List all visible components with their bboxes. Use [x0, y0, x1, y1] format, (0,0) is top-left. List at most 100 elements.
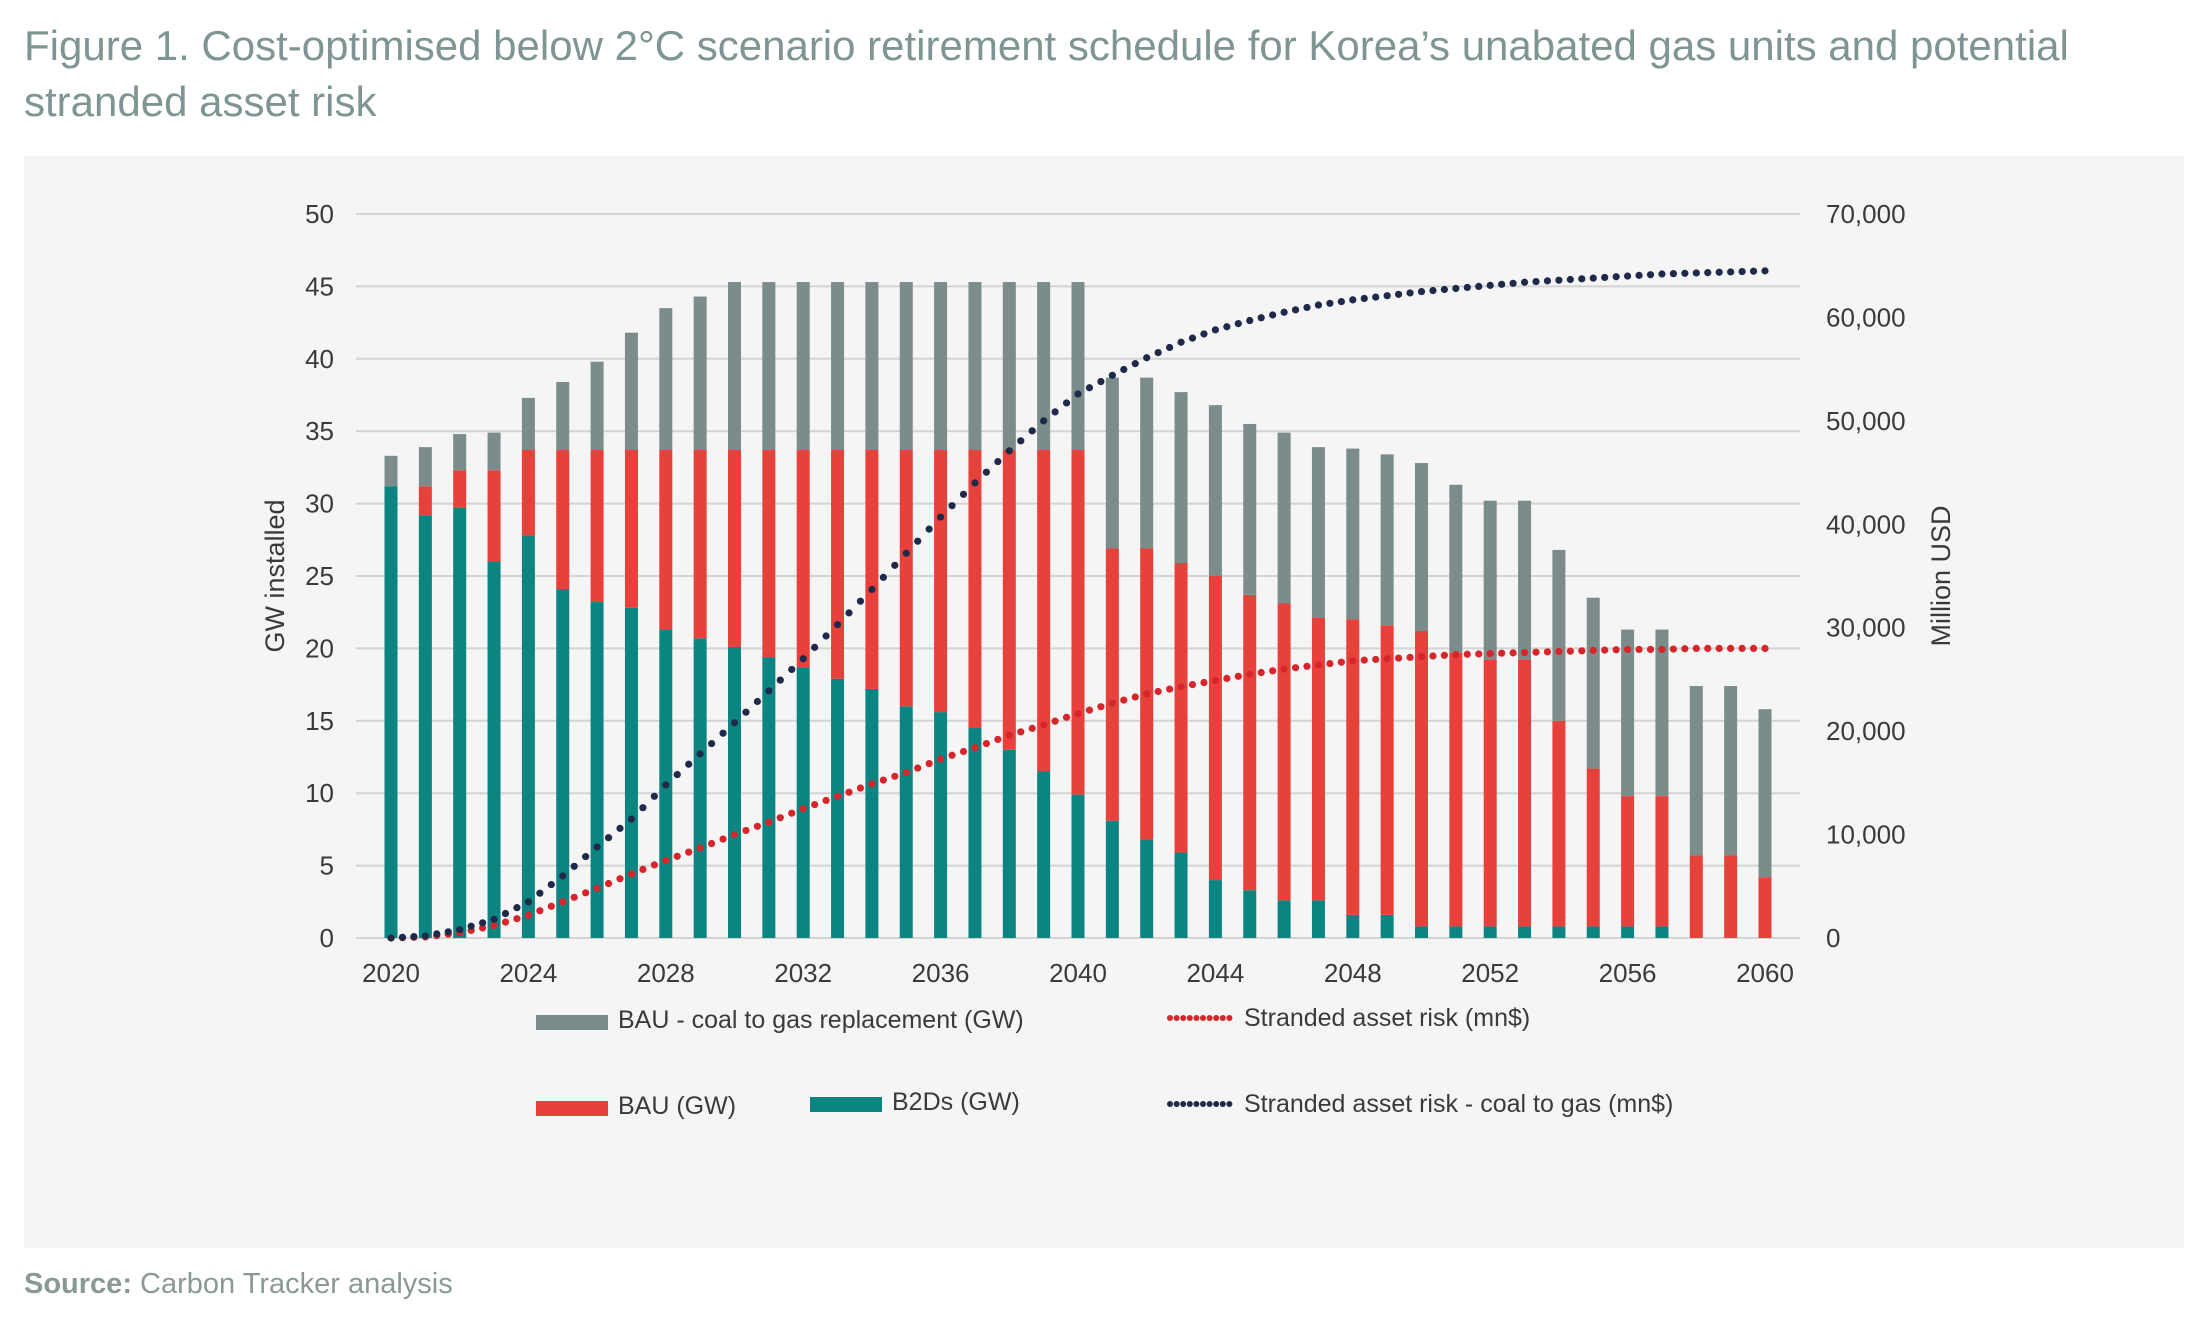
bar-b2ds-gw [934, 712, 948, 938]
line-point-stranded-asset-risk-mn [1486, 649, 1494, 658]
bar-bau-gw [1621, 796, 1635, 927]
bar-b2ds-gw [418, 515, 432, 938]
line-point-stranded-asset-risk-coal-to-gas-mn [1669, 270, 1677, 278]
line-point-stranded-asset-risk-mn [1005, 731, 1013, 739]
line-point-stranded-asset-risk-coal-to-gas-mn [719, 729, 727, 737]
line-point-stranded-asset-risk-coal-to-gas-mn [833, 621, 842, 629]
legend-swatch-b2ds-gw [810, 1097, 882, 1112]
bar-b2ds-gw [1552, 926, 1566, 938]
x-tick-label: 2040 [1049, 958, 1107, 988]
line-point-stranded-asset-risk-coal-to-gas-mn [845, 609, 853, 617]
bar-bau-gw [1243, 594, 1257, 891]
line-point-stranded-asset-risk-coal-to-gas-mn [490, 915, 498, 923]
line-point-stranded-asset-risk-coal-to-gas-mn [1200, 330, 1208, 338]
legend-swatch-stranded-asset-risk-mn [1167, 1015, 1173, 1021]
line-point-stranded-asset-risk-mn [1395, 654, 1403, 662]
line-point-stranded-asset-risk-coal-to-gas-mn [1269, 311, 1277, 319]
line-point-stranded-asset-risk-coal-to-gas-mn [1635, 271, 1643, 279]
line-point-stranded-asset-risk-coal-to-gas-mn [547, 880, 555, 889]
line-point-stranded-asset-risk-mn [959, 747, 968, 756]
line-point-stranded-asset-risk-mn [570, 893, 578, 901]
line-point-stranded-asset-risk-mn [1257, 668, 1265, 677]
chart-panel: 0 5 10 15 20 25 30 35 40 45 50 0 10,000 20,000 30,000 4… [24, 156, 2184, 1248]
bar-bau-gw [1105, 548, 1119, 821]
y2-tick-label: 0 [1826, 923, 1840, 953]
line-point-stranded-asset-risk-mn [1234, 672, 1242, 680]
line-point-stranded-asset-risk-coal-to-gas-mn [971, 479, 979, 487]
y-tick-label: 40 [305, 344, 334, 374]
line-point-stranded-asset-risk-coal-to-gas-mn [765, 687, 773, 695]
figure-label: Figure 1. [24, 22, 190, 69]
line-point-stranded-asset-risk-mn [1498, 649, 1506, 657]
line-point-stranded-asset-risk-coal-to-gas-mn [1395, 290, 1403, 298]
bar-bau-gw [659, 450, 673, 630]
bar-b2ds-gw [1449, 926, 1463, 938]
line-point-stranded-asset-risk-coal-to-gas-mn [1555, 276, 1563, 284]
line-point-stranded-asset-risk-coal-to-gas-mn [1326, 299, 1334, 307]
bar-b2ds-gw [1346, 914, 1360, 938]
y2-tick-label: 20,000 [1826, 716, 1906, 746]
line-point-stranded-asset-risk-coal-to-gas-mn [616, 824, 624, 832]
line-point-stranded-asset-risk-mn [1543, 648, 1552, 656]
line-point-stranded-asset-risk-mn [1062, 713, 1071, 721]
source-text: Carbon Tracker analysis [140, 1268, 453, 1300]
legend-label-b2ds-gw: B2Ds (GW) [892, 1088, 1020, 1116]
line-point-stranded-asset-risk-mn [925, 759, 933, 768]
line-point-stranded-asset-risk-mn [1349, 657, 1357, 665]
bar-bau-gw [1552, 720, 1566, 927]
bar-bau-coal-to-gas-replacement-gw [1758, 709, 1772, 878]
bar-bau-gw [693, 450, 707, 639]
y-tick-label: 10 [305, 778, 334, 808]
bar-b2ds-gw [1105, 820, 1119, 938]
line-point-stranded-asset-risk-mn [811, 800, 819, 809]
line-point-stranded-asset-risk-coal-to-gas-mn [708, 739, 716, 748]
bar-bau-gw [1174, 562, 1188, 853]
line-point-stranded-asset-risk-coal-to-gas-mn [1601, 273, 1609, 282]
bar-b2ds-gw [1586, 926, 1600, 938]
line-point-stranded-asset-risk-mn [673, 852, 681, 860]
legend-swatch-stranded-asset-risk-coal-to-gas-mn [1173, 1101, 1180, 1107]
bar-b2ds-gw [899, 706, 913, 938]
line-point-stranded-asset-risk-mn [1383, 655, 1391, 663]
line-point-stranded-asset-risk-coal-to-gas-mn [501, 909, 510, 918]
bar-b2ds-gw [1380, 914, 1394, 938]
line-point-stranded-asset-risk-coal-to-gas-mn [994, 457, 1002, 466]
line-point-stranded-asset-risk-mn [1635, 645, 1643, 654]
line-point-stranded-asset-risk-mn [582, 889, 590, 897]
line-point-stranded-asset-risk-coal-to-gas-mn [1040, 417, 1048, 425]
bar-bau-gw [1724, 855, 1738, 938]
bar-bau-coal-to-gas-replacement-gw [899, 282, 913, 451]
line-point-stranded-asset-risk-coal-to-gas-mn [536, 889, 544, 897]
bar-bau-coal-to-gas-replacement-gw [934, 282, 948, 451]
line-point-stranded-asset-risk-mn [1131, 693, 1139, 701]
line-point-stranded-asset-risk-coal-to-gas-mn [559, 872, 567, 880]
bar-bau-coal-to-gas-replacement-gw [968, 282, 982, 451]
line-point-stranded-asset-risk-coal-to-gas-mn [822, 632, 830, 640]
line-point-stranded-asset-risk-mn [1475, 650, 1483, 658]
line-point-stranded-asset-risk-mn [708, 839, 716, 848]
legend-swatch-stranded-asset-risk-coal-to-gas-mn [1226, 1101, 1233, 1107]
line-point-stranded-asset-risk-mn [902, 768, 910, 777]
line-point-stranded-asset-risk-coal-to-gas-mn [1761, 267, 1769, 275]
stacked-bar-line-chart: 0 5 10 15 20 25 30 35 40 45 50 0 10,000 20,000 30,000 4… [260, 199, 1956, 1120]
x-tick-label: 2020 [362, 958, 420, 988]
line-point-stranded-asset-risk-mn [1669, 645, 1677, 653]
bar-bau-coal-to-gas-replacement-gw [831, 282, 845, 451]
bar-b2ds-gw [521, 535, 535, 938]
line-point-stranded-asset-risk-mn [1246, 670, 1254, 678]
legend-swatch-stranded-asset-risk-mn [1200, 1015, 1206, 1021]
bar-b2ds-gw [590, 602, 604, 938]
line-point-stranded-asset-risk-coal-to-gas-mn [1177, 338, 1185, 346]
line-point-stranded-asset-risk-mn [1715, 644, 1723, 652]
line-point-stranded-asset-risk-coal-to-gas-mn [959, 490, 968, 498]
line-point-stranded-asset-risk-coal-to-gas-mn [1051, 408, 1059, 416]
line-point-stranded-asset-risk-mn [1211, 676, 1219, 685]
line-point-stranded-asset-risk-mn [982, 739, 991, 748]
y-tick-label: 35 [305, 416, 334, 446]
line-point-stranded-asset-risk-mn [1074, 709, 1082, 718]
bar-bau-coal-to-gas-replacement-gw [1449, 484, 1463, 653]
line-point-stranded-asset-risk-mn [1727, 644, 1735, 652]
bar-b2ds-gw [1174, 852, 1188, 938]
line-point-stranded-asset-risk-coal-to-gas-mn [1291, 306, 1300, 314]
bar-bau-gw [487, 470, 501, 562]
